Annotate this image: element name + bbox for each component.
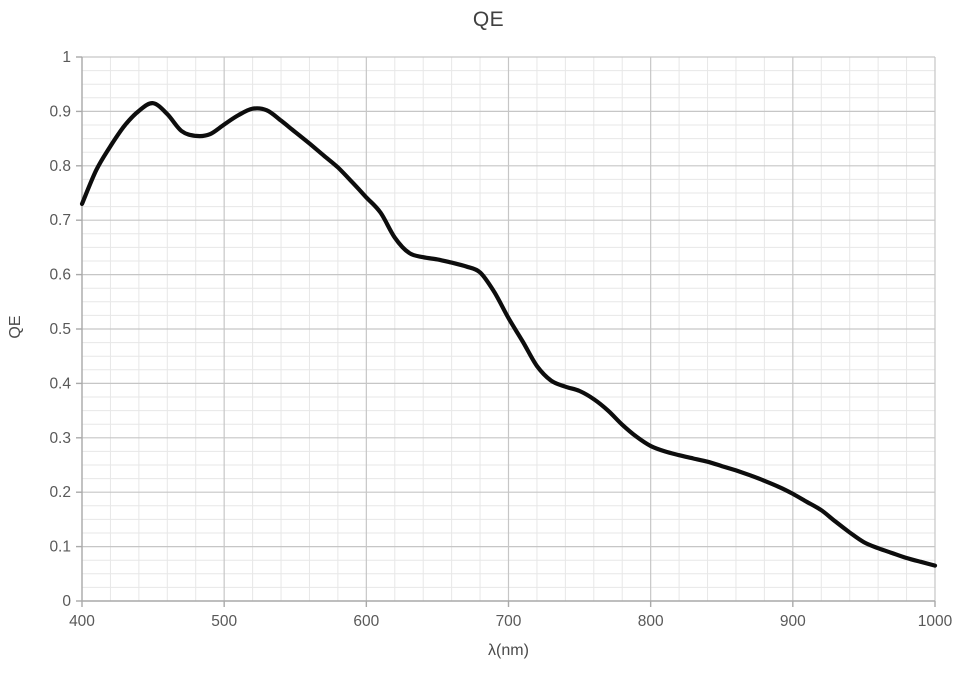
- qe-series-line: [79, 101, 938, 568]
- y-tick-label: 0: [62, 593, 71, 610]
- y-tick-label: 0.7: [49, 212, 71, 229]
- major-gridlines: [82, 56, 936, 601]
- x-tick-label: 600: [353, 613, 379, 630]
- y-tick-label: 0.1: [49, 539, 71, 556]
- x-tick-labels: 400 500 600 700 800 900 1000: [69, 613, 953, 630]
- x-tick-label: 1000: [918, 613, 953, 630]
- y-tick-label: 0.9: [49, 103, 71, 120]
- y-tick-label: 0.8: [49, 158, 71, 175]
- tick-marks: [76, 56, 936, 607]
- x-tick-label: 900: [780, 613, 806, 630]
- y-tick-labels: 0 0.1 0.2 0.3 0.4 0.5 0.6 0.7 0.8 0.9 1: [49, 49, 71, 610]
- y-tick-label: 0.3: [49, 430, 71, 447]
- y-tick-label: 0.5: [49, 321, 71, 338]
- x-tick-label: 400: [69, 613, 95, 630]
- y-tick-label: 0.4: [49, 375, 71, 392]
- chart-title: QE: [472, 8, 505, 31]
- x-axis-title: λ(nm): [488, 642, 529, 659]
- y-tick-label: 0.2: [49, 484, 71, 501]
- x-tick-label: 800: [638, 613, 664, 630]
- x-tick-label: 500: [211, 613, 237, 630]
- y-tick-label: 0.6: [49, 267, 71, 284]
- y-tick-label: 1: [62, 49, 71, 66]
- x-tick-label: 700: [496, 613, 522, 630]
